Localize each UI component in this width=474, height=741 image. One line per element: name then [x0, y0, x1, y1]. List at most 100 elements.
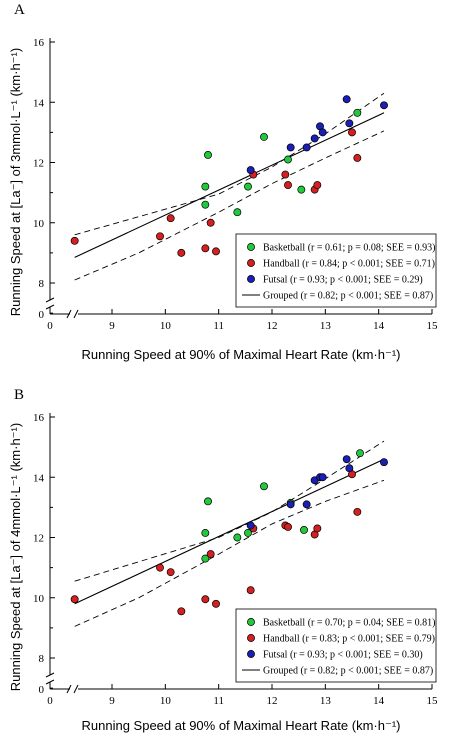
legend-marker-futsal: [247, 650, 255, 658]
panel-a: A 0 8 10 12 14 16 0 9 10 11 12 13 14 15 Running Speed a…: [8, 2, 438, 362]
data-point-basketball: [260, 132, 268, 141]
panel-b: B 0 8 10 12 14 16 0 9 10 11 12 13 14 15 Running Speed a…: [8, 387, 438, 733]
x-tick-label: 15: [427, 320, 439, 332]
data-point-basketball: [353, 108, 362, 117]
data-point-handball: [166, 568, 175, 577]
y-axis-break: [45, 297, 55, 310]
regression-line: [74, 112, 385, 258]
ci-upper-line: [74, 440, 385, 582]
data-point-handball: [70, 595, 79, 604]
data-point-basketball: [356, 449, 364, 458]
x-tick-label: 11: [213, 320, 224, 332]
x-tick-label: 10: [160, 695, 172, 707]
panel-letter: B: [14, 387, 24, 403]
data-point-basketball: [297, 185, 306, 194]
data-point-basketball: [204, 497, 212, 506]
y-tick-label: 14: [33, 97, 45, 109]
x-tick-label: 0: [47, 695, 53, 707]
panel-letter: A: [14, 2, 25, 18]
legend-label-handball: Handball (r = 0.84; p < 0.001; SEE = 0.7…: [263, 259, 435, 270]
legend-marker-basketball: [247, 618, 255, 626]
x-tick-label: 13: [320, 695, 332, 707]
data-point-handball: [313, 181, 322, 190]
y-tick-label: 8: [39, 653, 45, 665]
data-point-handball: [166, 214, 175, 223]
y-tick-label: 10: [33, 218, 45, 230]
x-tick-label: 10: [160, 320, 172, 332]
ci-upper-line: [74, 92, 385, 236]
data-point-futsal: [342, 455, 351, 464]
data-point-futsal: [318, 128, 327, 137]
data-point-handball: [70, 236, 79, 245]
legend-label-futsal: Futsal (r = 0.93; p < 0.001; SEE = 0.30): [263, 650, 423, 661]
legend: Basketball (r = 0.70; p = 0.04; SEE = 0.…: [235, 608, 437, 683]
data-point-handball: [212, 599, 220, 608]
data-point-futsal: [345, 119, 354, 128]
data-point-futsal: [246, 166, 255, 174]
legend-label-handball: Handball (r = 0.83; p < 0.001; SEE = 0.7…: [263, 634, 435, 645]
data-point-futsal: [302, 143, 311, 152]
data-point-futsal: [380, 458, 388, 467]
x-axis-break: [66, 309, 79, 319]
data-point-futsal: [380, 101, 388, 110]
data-point-basketball: [201, 554, 210, 563]
legend-label-futsal: Futsal (r = 0.93; p < 0.001; SEE = 0.29): [263, 275, 423, 286]
y-tick-label: 0: [39, 309, 45, 321]
data-point-handball: [201, 244, 210, 253]
data-point-handball: [177, 607, 186, 616]
data-point-handball: [284, 181, 292, 190]
y-tick-label: 10: [33, 593, 45, 605]
x-tick-label: 11: [213, 695, 224, 707]
x-tick-label: 12: [267, 695, 278, 707]
data-point-handball: [212, 247, 220, 256]
data-point-basketball: [284, 155, 292, 164]
x-axis-label: Running Speed at 90% of Maximal Heart Ra…: [82, 347, 401, 362]
data-point-futsal: [302, 500, 311, 509]
x-tick-label: 9: [109, 695, 115, 707]
data-point-handball: [313, 524, 322, 533]
x-tick-label: 15: [427, 695, 439, 707]
x-axis-label: Running Speed at 90% of Maximal Heart Ra…: [82, 718, 401, 733]
legend: Basketball (r = 0.61; p = 0.08; SEE = 0.…: [235, 233, 437, 308]
data-point-handball: [284, 523, 292, 531]
legend-label-basketball: Basketball (r = 0.70; p = 0.04; SEE = 0.…: [263, 618, 435, 629]
data-point-basketball: [233, 208, 242, 217]
y-axis-break: [45, 672, 55, 685]
y-tick-label: 16: [33, 412, 45, 424]
y-tick-label: 14: [33, 472, 45, 484]
data-point-handball: [348, 128, 356, 137]
data-point-basketball: [260, 482, 268, 491]
y-axis-label: Running Speed at [La⁻] of 3mmol·L⁻¹ (km·…: [8, 48, 23, 316]
y-tick-label: 16: [33, 37, 45, 49]
data-point-handball: [206, 550, 215, 559]
legend-marker-handball: [247, 259, 255, 267]
data-point-futsal: [246, 521, 255, 530]
data-point-handball: [206, 218, 215, 227]
data-point-basketball: [204, 151, 212, 159]
legend-label-grouped: Grouped (r = 0.82; p < 0.001; SEE = 0.87…: [263, 291, 433, 302]
data-point-basketball: [244, 182, 252, 191]
legend-label-basketball: Basketball (r = 0.61; p = 0.08; SEE = 0.…: [263, 243, 435, 254]
legend-box: [235, 608, 437, 683]
y-tick-label: 12: [33, 158, 44, 170]
data-point-futsal: [318, 473, 327, 482]
legend-marker-basketball: [247, 243, 255, 251]
data-point-basketball: [244, 529, 252, 537]
legend-marker-futsal: [247, 275, 255, 283]
data-point-futsal: [286, 143, 295, 152]
y-axis-label: Running Speed at [La⁻] of 4mmol·L⁻¹ (km·…: [8, 423, 23, 691]
data-point-handball: [353, 154, 362, 162]
data-point-handball: [177, 248, 186, 257]
y-tick-label: 0: [39, 684, 45, 696]
data-point-futsal: [342, 95, 351, 104]
x-axis-break: [66, 684, 79, 694]
data-point-handball: [156, 232, 164, 241]
regression-line: [74, 458, 385, 605]
data-point-basketball: [201, 200, 210, 209]
ci-lower-line: [74, 479, 385, 627]
data-point-futsal: [345, 464, 354, 473]
y-tick-label: 8: [39, 278, 45, 290]
data-point-handball: [246, 586, 255, 595]
data-point-basketball: [233, 533, 242, 542]
